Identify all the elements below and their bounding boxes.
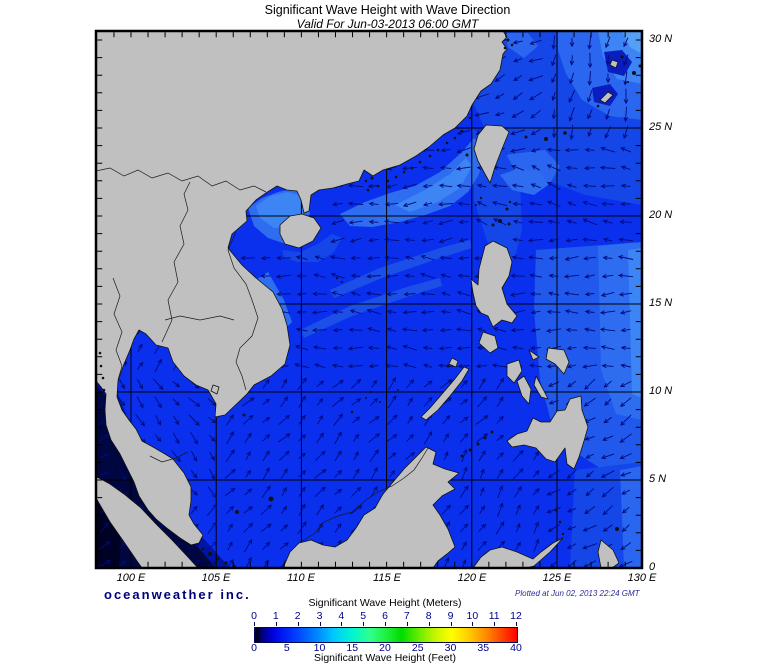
legend-tick-mark xyxy=(450,622,452,626)
land-cebu xyxy=(533,375,549,400)
lat-axis-label: 5 N xyxy=(649,473,667,485)
land-hainan xyxy=(279,213,322,249)
lat-axis-label: 15 N xyxy=(649,297,673,309)
lat-axis-label: 30 N xyxy=(649,33,673,45)
lon-axis-label: 115 E xyxy=(373,572,401,584)
wave-height-colorbar xyxy=(254,627,518,643)
legend-meters-tick-label: 2 xyxy=(294,610,301,622)
lat-axis-label: 20 N xyxy=(649,209,673,221)
legend-feet-tick-label: 40 xyxy=(510,642,522,654)
legend-feet-tick-label: 30 xyxy=(444,642,457,654)
legend-tick-mark xyxy=(319,622,321,626)
land-sulawesi xyxy=(472,537,564,568)
lat-axis-label: 25 N xyxy=(649,121,673,133)
plot-title: Significant Wave Height with Wave Direct… xyxy=(264,3,511,17)
land-sumatra xyxy=(96,476,199,568)
legend-feet-tick-label: 25 xyxy=(411,642,424,654)
legend-tick-mark xyxy=(516,622,517,626)
plotted-timestamp: Plotted at Jun 02, 2013 22:24 GMT xyxy=(515,589,640,598)
land-negros xyxy=(516,375,532,405)
legend-feet-tick-label: 35 xyxy=(477,642,490,654)
lon-axis-label: 100 E xyxy=(116,572,146,584)
land-layer xyxy=(96,31,620,568)
lat-axis-label: 10 N xyxy=(649,385,673,397)
legend-tick-mark xyxy=(254,622,255,626)
land-panay xyxy=(506,359,523,384)
land-amami xyxy=(609,59,619,69)
lon-axis-label: 110 E xyxy=(287,572,315,584)
legend-meters-tick-label: 7 xyxy=(403,610,410,622)
legend-meters-tick-label: 5 xyxy=(360,610,367,622)
land-masbate xyxy=(528,349,540,361)
small-islands-layer xyxy=(98,38,642,568)
legend-meters-tick-label: 8 xyxy=(425,610,432,622)
legend-meters-tick-label: 4 xyxy=(338,610,345,622)
country-borders-layer xyxy=(96,167,429,543)
lon-axis-label: 130 E xyxy=(627,572,657,584)
land-okinawa xyxy=(599,91,614,104)
land-samar-leyte xyxy=(545,347,570,375)
legend-meters-title: Significant Wave Height (Meters) xyxy=(308,597,462,609)
land-borneo xyxy=(282,446,460,568)
lon-axis-label: 105 E xyxy=(201,572,231,584)
land-palawan xyxy=(420,366,470,421)
legend-feet-tick-label: 20 xyxy=(379,642,391,654)
legend-feet-title: Significant Wave Height (Feet) xyxy=(313,652,456,664)
land-mindanao xyxy=(506,395,589,470)
land-mindoro xyxy=(478,331,499,354)
lat-axis-label: 0 xyxy=(649,561,656,573)
lon-axis-label: 120 E xyxy=(457,572,487,584)
land-halmahera xyxy=(597,539,620,568)
legend-meters-tick-label: 1 xyxy=(272,610,279,622)
legend-feet-tick-label: 10 xyxy=(313,642,326,654)
land-asia-mainland xyxy=(96,31,508,546)
map-frame-layer xyxy=(94,29,644,570)
land-calamian xyxy=(448,357,459,368)
plot-valid-time: Valid For Jun-03-2013 06:00 GMT xyxy=(296,17,479,31)
legend-meters-tick-label: 12 xyxy=(510,610,522,622)
legend-tick-mark xyxy=(494,622,496,626)
legend-tick-mark xyxy=(472,622,474,626)
legend-meters-tick-label: 9 xyxy=(447,610,454,622)
land-phu-quoc xyxy=(210,384,220,395)
legend-meters-tick-label: 10 xyxy=(466,610,479,622)
land-luzon xyxy=(470,240,518,328)
legend-meters-tick-label: 11 xyxy=(488,610,500,622)
legend-tick-mark xyxy=(363,622,365,626)
legend-meters-tick-label: 6 xyxy=(382,610,388,622)
legend-tick-mark xyxy=(385,622,386,626)
land-taiwan xyxy=(473,124,510,184)
legend-tick-mark xyxy=(428,622,430,626)
legend-meters-tick-label: 0 xyxy=(251,610,257,622)
legend-tick-mark xyxy=(297,622,299,626)
legend-tick-mark xyxy=(406,622,408,626)
legend-tick-mark xyxy=(275,622,277,626)
legend-tick-mark xyxy=(341,622,343,626)
lon-axis-label: 125 E xyxy=(542,572,572,584)
legend-feet-tick-label: 15 xyxy=(346,642,359,654)
legend-meters-tick-label: 3 xyxy=(316,610,323,622)
oceanweather-logo-text: oceanweather inc. xyxy=(104,587,251,602)
legend-feet-tick-label: 5 xyxy=(283,642,290,654)
legend-feet-tick-label: 0 xyxy=(251,642,257,654)
